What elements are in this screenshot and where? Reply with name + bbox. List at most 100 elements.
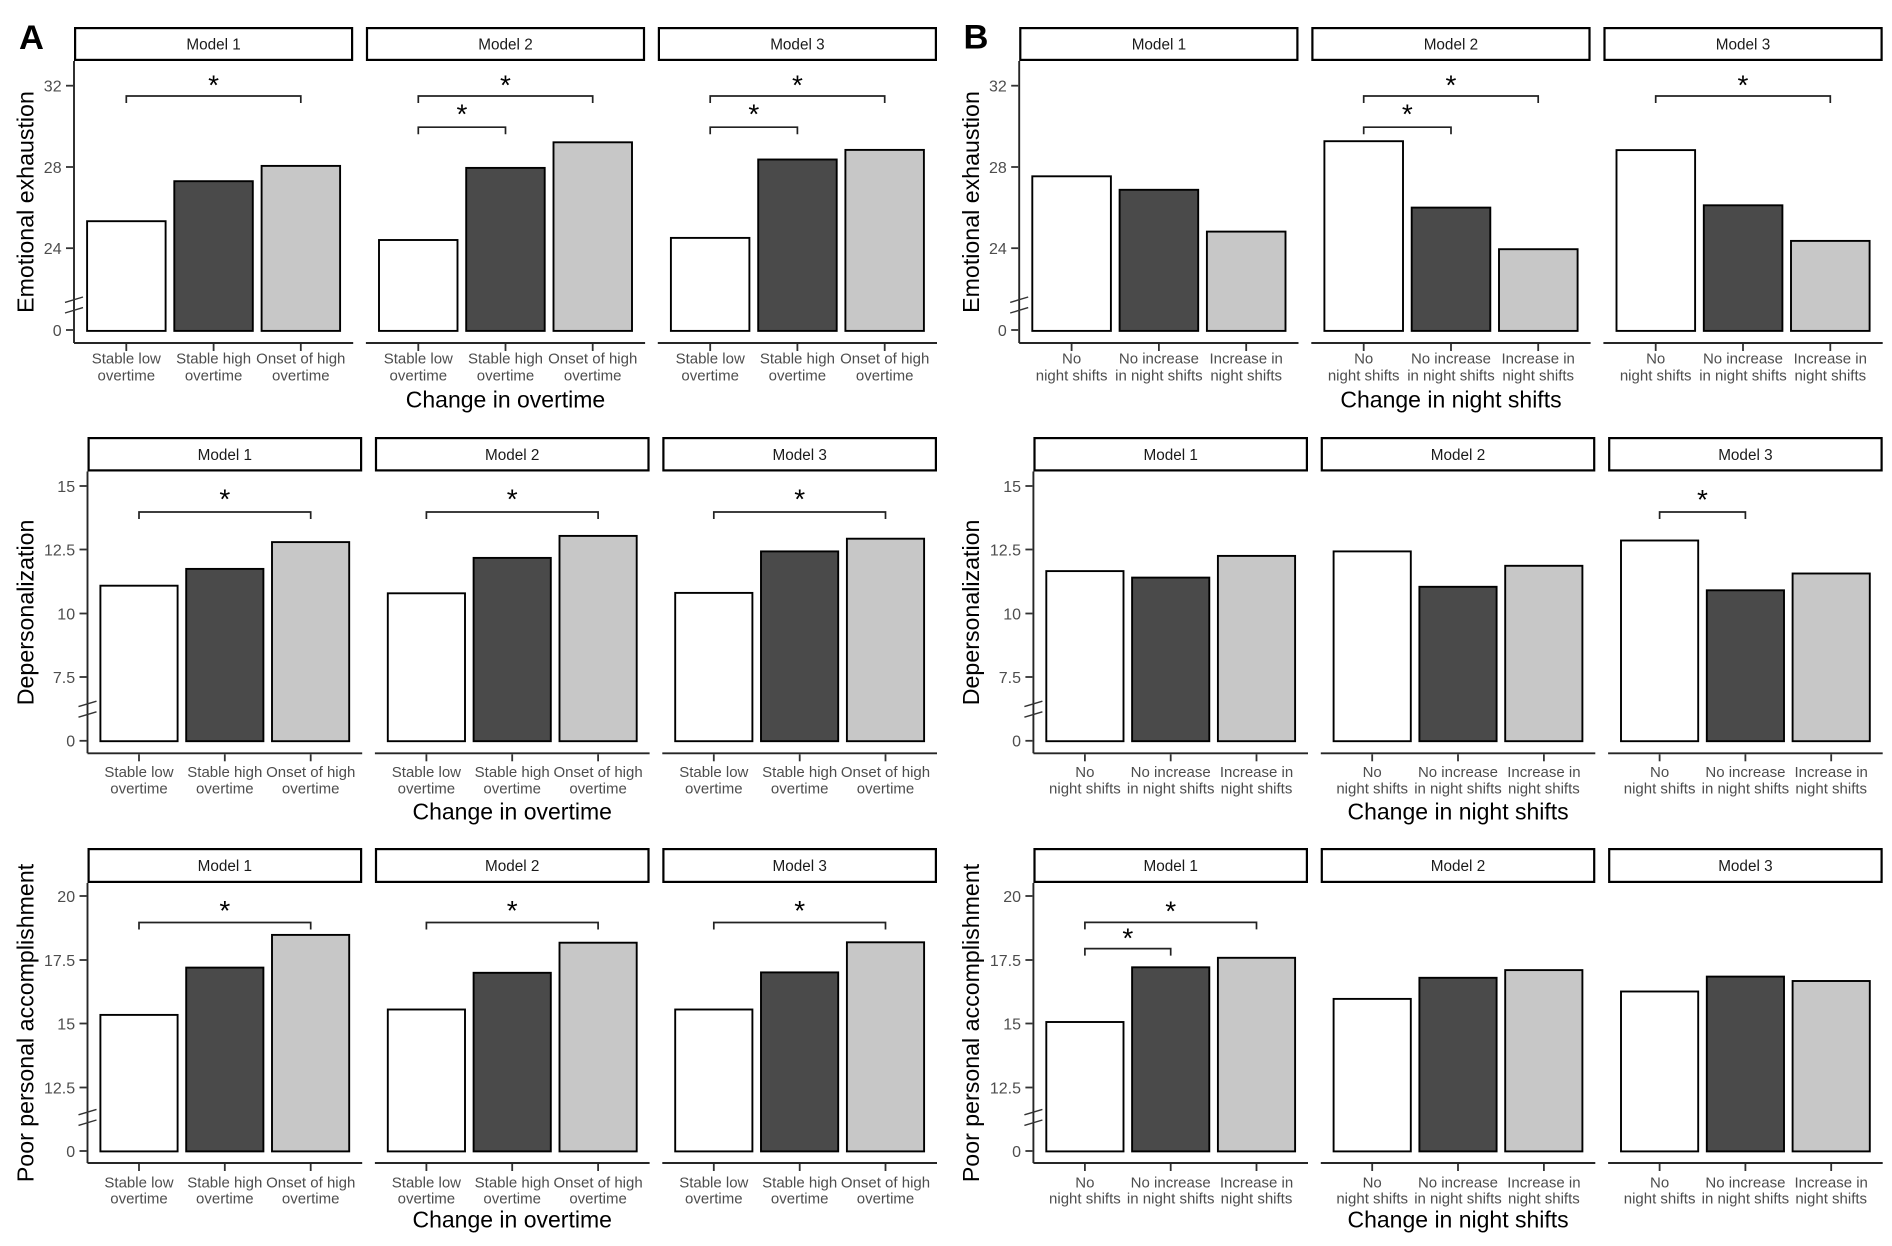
svg-text:Change in overtime: Change in overtime [412,1207,611,1233]
svg-text:0: 0 [53,323,62,340]
svg-text:Emotional exhaustion: Emotional exhaustion [13,91,39,313]
svg-text:Model 1: Model 1 [186,37,240,54]
svg-text:Model 2: Model 2 [1431,858,1485,875]
svg-text:overtime: overtime [390,368,448,385]
svg-text:No increase: No increase [1131,1174,1211,1191]
svg-text:overtime: overtime [483,1191,541,1208]
svg-text:No: No [1062,351,1081,368]
svg-text:night shifts: night shifts [1221,780,1293,797]
svg-text:overtime: overtime [185,368,243,385]
svg-text:*: * [1697,484,1708,515]
svg-text:Increase in: Increase in [1502,351,1575,368]
svg-text:Model 2: Model 2 [485,447,539,464]
svg-text:Stable high: Stable high [468,351,543,368]
svg-text:Stable low: Stable low [679,764,748,781]
svg-text:Change in overtime: Change in overtime [412,798,611,824]
svg-text:overtime: overtime [857,1191,915,1208]
svg-text:Model 2: Model 2 [1424,37,1478,54]
svg-text:No increase: No increase [1703,351,1783,368]
svg-text:7.5: 7.5 [53,670,75,687]
svg-text:overtime: overtime [398,1191,456,1208]
svg-text:overtime: overtime [196,1191,254,1208]
svg-text:Emotional exhaustion: Emotional exhaustion [958,91,984,313]
svg-text:Model 1: Model 1 [1143,858,1197,875]
svg-text:0: 0 [66,734,75,751]
svg-text:No increase: No increase [1705,764,1785,781]
svg-text:Increase in: Increase in [1794,351,1867,368]
svg-text:Model 2: Model 2 [1431,447,1485,464]
svg-text:12.5: 12.5 [990,542,1021,559]
svg-text:Stable low: Stable low [676,351,745,368]
svg-text:Onset of high: Onset of high [266,1174,355,1191]
svg-text:overtime: overtime [98,368,156,385]
svg-text:15: 15 [1003,479,1021,496]
svg-text:Model 3: Model 3 [770,37,824,54]
svg-text:Model 1: Model 1 [198,447,252,464]
svg-text:night shifts: night shifts [1328,368,1400,385]
svg-text:*: * [219,895,230,926]
svg-text:overtime: overtime [564,368,622,385]
svg-text:No: No [1650,1174,1669,1191]
svg-text:night shifts: night shifts [1620,368,1692,385]
svg-text:night shifts: night shifts [1036,368,1108,385]
svg-text:overtime: overtime [483,780,541,797]
svg-text:Stable high: Stable high [762,1174,837,1191]
svg-text:overtime: overtime [110,1191,168,1208]
svg-text:17.5: 17.5 [990,953,1021,970]
svg-text:Model 3: Model 3 [772,447,826,464]
svg-text:overtime: overtime [685,780,743,797]
svg-text:Model 1: Model 1 [198,858,252,875]
svg-text:Stable low: Stable low [104,1174,173,1191]
svg-text:No increase: No increase [1418,1174,1498,1191]
svg-text:*: * [748,98,759,129]
svg-text:15: 15 [57,1016,75,1033]
svg-text:Increase in: Increase in [1507,764,1580,781]
svg-text:Stable high: Stable high [762,764,837,781]
svg-text:Onset of high: Onset of high [841,1174,930,1191]
svg-text:night shifts: night shifts [1795,780,1867,797]
svg-text:No increase: No increase [1411,351,1491,368]
svg-text:Poor personal accomplishment: Poor personal accomplishment [13,863,39,1182]
svg-text:28: 28 [989,160,1007,177]
svg-text:in night shifts: in night shifts [1127,780,1215,797]
svg-text:night shifts: night shifts [1210,368,1282,385]
svg-text:No: No [1075,764,1094,781]
svg-text:Stable high: Stable high [475,1174,550,1191]
svg-text:overtime: overtime [857,780,915,797]
svg-text:*: * [500,69,511,100]
svg-text:Increase in: Increase in [1220,1174,1293,1191]
svg-text:Change in night shifts: Change in night shifts [1340,387,1561,413]
svg-text:Increase in: Increase in [1220,764,1293,781]
svg-text:7.5: 7.5 [999,670,1021,687]
svg-text:28: 28 [44,160,62,177]
svg-text:Model 3: Model 3 [1718,447,1772,464]
svg-text:Stable high: Stable high [187,1174,262,1191]
svg-text:No: No [1354,351,1373,368]
svg-text:Onset of high: Onset of high [553,764,642,781]
svg-text:B: B [964,19,989,57]
svg-text:Stable low: Stable low [679,1174,748,1191]
svg-text:No increase: No increase [1119,351,1199,368]
svg-text:Stable low: Stable low [392,1174,461,1191]
svg-text:*: * [1445,69,1456,100]
svg-text:12.5: 12.5 [990,1080,1021,1097]
svg-text:night shifts: night shifts [1508,1191,1580,1208]
svg-text:20: 20 [1003,889,1021,906]
svg-text:night shifts: night shifts [1049,780,1121,797]
svg-text:Model 3: Model 3 [1718,858,1772,875]
svg-text:No increase: No increase [1131,764,1211,781]
svg-text:0: 0 [66,1144,75,1161]
svg-text:*: * [1122,922,1133,953]
svg-text:17.5: 17.5 [44,953,75,970]
svg-text:Stable low: Stable low [384,351,453,368]
svg-text:Increase in: Increase in [1795,764,1868,781]
svg-text:in night shifts: in night shifts [1702,780,1790,797]
svg-text:Model 1: Model 1 [1132,37,1186,54]
svg-text:night shifts: night shifts [1624,780,1696,797]
svg-text:Onset of high: Onset of high [548,351,637,368]
svg-text:Model 3: Model 3 [1716,37,1770,54]
svg-text:*: * [1402,98,1413,129]
svg-text:Model 1: Model 1 [1143,447,1197,464]
svg-text:Change in night shifts: Change in night shifts [1347,798,1568,824]
svg-text:*: * [792,69,803,100]
